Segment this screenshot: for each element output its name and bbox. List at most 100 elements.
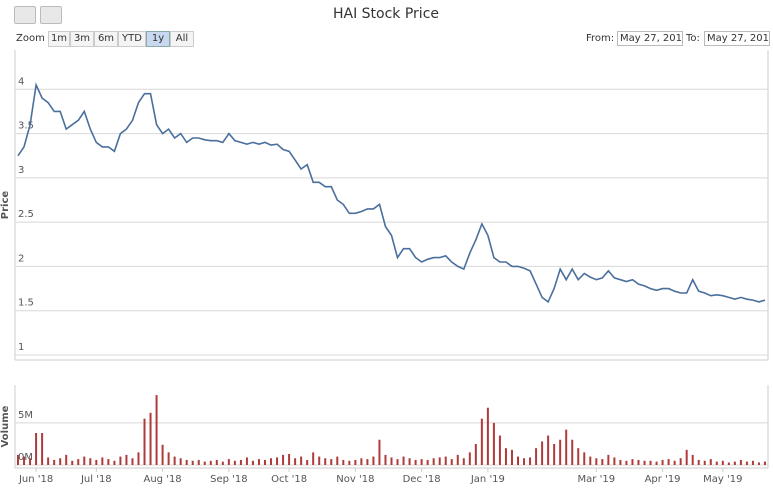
volume-bar <box>529 457 532 465</box>
volume-bar <box>414 459 417 465</box>
range-button[interactable]: 1m <box>48 31 70 47</box>
volume-bar <box>438 457 441 465</box>
chart-title: HAI Stock Price <box>333 6 439 22</box>
volume-bar <box>444 456 447 465</box>
volume-bar <box>565 429 568 465</box>
volume-bar <box>715 461 718 465</box>
volume-bar <box>366 459 369 465</box>
volume-bar <box>276 457 279 465</box>
volume-bar <box>703 460 706 465</box>
y-tick-label: 4 <box>18 76 24 87</box>
range-button[interactable]: YTD <box>118 31 146 47</box>
volume-bar <box>245 457 248 465</box>
print-button[interactable] <box>40 6 62 24</box>
volume-bar <box>155 395 158 465</box>
price-line <box>17 82 766 304</box>
x-tick-label: Jan '19 <box>470 474 505 485</box>
volume-bar <box>643 460 646 465</box>
volume-bar <box>59 458 62 465</box>
volume-bar <box>143 418 146 465</box>
to-label: To: <box>686 33 700 44</box>
x-tick-label: Apr '19 <box>645 474 681 485</box>
volume-bar <box>35 433 38 465</box>
volume-bar <box>233 460 236 465</box>
volume-bar <box>739 459 742 465</box>
volume-bar <box>763 461 766 465</box>
volume-bar <box>203 461 206 465</box>
volume-bar <box>294 458 297 465</box>
volume-bar <box>342 459 345 465</box>
volume-bar <box>607 454 610 465</box>
volume-bar <box>215 459 218 465</box>
volume-bar <box>209 460 212 465</box>
volume-bar <box>745 461 748 465</box>
from-input[interactable]: May 27, 2018 <box>617 31 683 46</box>
volume-bar <box>396 459 399 465</box>
volume-bar <box>486 407 489 465</box>
volume-bar <box>137 452 140 465</box>
volume-bar <box>263 459 266 465</box>
volume-bar <box>282 454 285 465</box>
x-tick-label: Dec '18 <box>403 474 441 485</box>
volume-bar <box>71 460 74 465</box>
volume-bar <box>631 459 634 465</box>
zoom-label: Zoom <box>16 33 45 44</box>
volume-bar <box>408 458 411 465</box>
volume-bar <box>456 454 459 465</box>
volume-bar <box>270 458 273 465</box>
range-button[interactable]: All <box>170 31 194 47</box>
y-tick-label: 1 <box>18 342 24 353</box>
volume-bar <box>336 456 339 465</box>
x-tick-label: Sep '18 <box>210 474 248 485</box>
volume-bar <box>251 460 254 465</box>
volume-bar <box>173 456 176 465</box>
volume-bar <box>577 448 580 465</box>
volume-bar <box>667 459 670 465</box>
volume-bar <box>450 459 453 465</box>
volume-bar <box>306 459 309 465</box>
volume-bar <box>95 459 98 465</box>
volume-bar <box>101 457 104 465</box>
volume-bar <box>348 460 351 465</box>
volume-bar <box>504 448 507 465</box>
volume-bar <box>89 458 92 465</box>
volume-bar <box>354 459 357 465</box>
volume-bar <box>462 458 465 465</box>
y-tick-label: 3 <box>18 165 24 176</box>
volume-bar <box>649 460 652 465</box>
volume-bar <box>360 458 363 465</box>
from-label: From: <box>586 33 615 44</box>
volume-bar <box>474 443 477 465</box>
volume-bar <box>384 454 387 465</box>
volume-bar <box>402 456 405 465</box>
volume-bar <box>559 439 562 465</box>
volume-bar <box>583 452 586 465</box>
volume-bar <box>480 418 483 465</box>
volume-bar <box>625 460 628 465</box>
volume-bar <box>655 461 658 465</box>
volume-bar <box>161 444 164 465</box>
y-axis-title: Price <box>0 191 11 220</box>
volume-bar <box>661 459 664 465</box>
volume-bar <box>420 459 423 465</box>
x-tick-label: Jun '18 <box>18 474 53 485</box>
volume-bar <box>125 454 128 465</box>
y-tick-label: 3.5 <box>18 121 34 132</box>
volume-bar <box>17 454 20 465</box>
volume-bar <box>318 456 321 465</box>
volume-bar <box>685 449 688 465</box>
y-tick-label: 2.5 <box>18 209 34 220</box>
download-button[interactable] <box>14 6 36 24</box>
range-button[interactable]: 3m <box>70 31 94 47</box>
range-button[interactable]: 1y <box>146 31 170 47</box>
volume-bar <box>571 439 574 465</box>
range-button[interactable]: 6m <box>94 31 118 47</box>
volume-bar <box>113 460 116 465</box>
volume-bar <box>535 448 538 465</box>
volume-bar <box>23 456 26 465</box>
x-tick-label: Oct '18 <box>271 474 307 485</box>
to-input[interactable]: May 27, 2019 <box>704 31 770 46</box>
volume-bar <box>77 459 80 465</box>
volume-bar <box>589 456 592 465</box>
